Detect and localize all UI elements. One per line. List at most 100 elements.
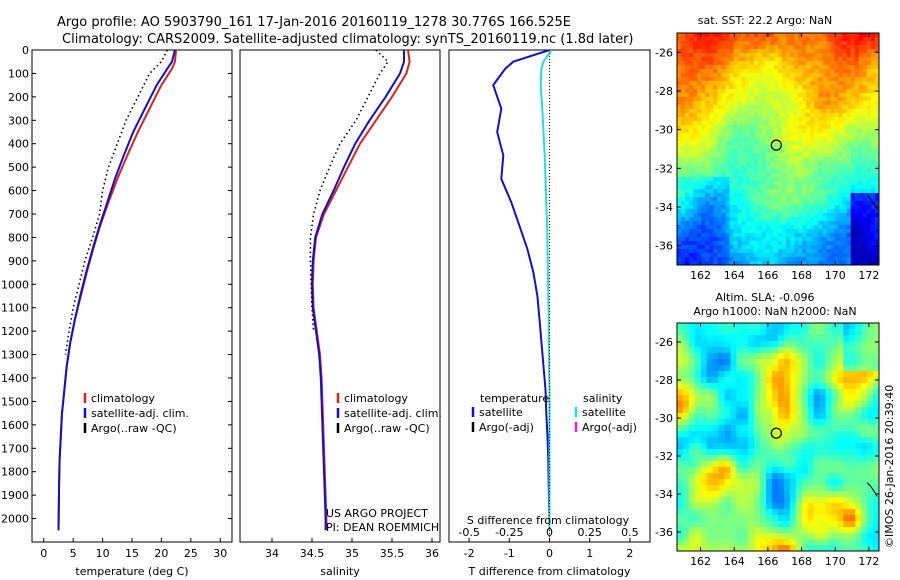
map-cell — [766, 443, 773, 450]
map-cell — [789, 413, 797, 420]
map-cell — [778, 105, 783, 110]
map-cell — [737, 193, 743, 198]
map-cell — [689, 149, 694, 154]
map-cell — [769, 93, 775, 98]
map-cell — [765, 137, 771, 142]
map-cell — [721, 133, 727, 138]
map-cell — [826, 121, 832, 126]
map-cell — [825, 341, 833, 348]
map-cell — [693, 241, 698, 246]
map-cell — [802, 197, 807, 202]
map-cell — [870, 189, 876, 194]
map-cell — [685, 105, 690, 110]
map-cell — [717, 105, 723, 110]
map-cell — [858, 245, 864, 250]
map-cell — [753, 233, 759, 238]
map-cell — [701, 181, 706, 186]
map-cell — [790, 193, 795, 198]
map-cell — [873, 425, 879, 432]
map-cell — [807, 425, 815, 432]
map-cell — [802, 97, 807, 102]
map-cell — [701, 225, 706, 230]
map-cell — [813, 407, 821, 414]
map-cell — [842, 209, 848, 214]
map-cell — [733, 185, 739, 190]
map-cell — [794, 229, 799, 234]
map-cell — [721, 233, 727, 238]
map-cell — [794, 97, 799, 102]
map-cell — [814, 157, 819, 162]
map-cell — [866, 37, 872, 42]
map-cell — [760, 329, 767, 336]
map-cell — [741, 229, 747, 234]
map-cell — [866, 229, 872, 234]
map-cell — [761, 157, 767, 162]
map-cell — [806, 189, 811, 194]
map-cell — [794, 237, 799, 242]
map-cell — [874, 213, 879, 218]
map-cell — [846, 133, 852, 138]
map-cell — [843, 413, 850, 420]
map-cell — [717, 41, 723, 46]
map-cell — [837, 341, 844, 348]
map-cell — [724, 533, 732, 540]
map-cell — [778, 407, 785, 414]
map-cell — [773, 177, 779, 182]
map-cell — [724, 359, 732, 366]
map-cell — [725, 249, 731, 254]
map-cell — [807, 539, 815, 546]
map-cell — [773, 185, 779, 190]
map-cell — [742, 527, 749, 534]
map-cell — [766, 407, 773, 414]
map-cell — [705, 241, 710, 246]
map-cell — [713, 237, 718, 242]
map-cell — [681, 261, 686, 265]
map-cell — [706, 497, 714, 504]
map-cell — [697, 89, 702, 94]
map-cell — [849, 539, 856, 546]
map-cell — [838, 121, 844, 126]
map-cell — [813, 485, 821, 492]
map-cell — [745, 41, 751, 46]
y-tick-label: 1000 — [1, 278, 29, 291]
map-cell — [861, 515, 868, 522]
map-cell — [769, 249, 775, 254]
map-cell — [760, 491, 767, 498]
map-cell — [819, 353, 827, 360]
map-cell — [681, 41, 686, 46]
map-cell — [862, 177, 868, 182]
map-cell — [783, 431, 791, 438]
map-cell — [748, 395, 755, 402]
map-cell — [867, 377, 874, 384]
map-cell — [718, 473, 726, 480]
map-cell — [742, 353, 749, 360]
map-cell — [802, 261, 807, 265]
map-cell — [689, 173, 694, 178]
map-cell — [700, 431, 708, 438]
map-cell — [761, 65, 767, 70]
map-cell — [822, 117, 828, 122]
map-cell — [846, 53, 852, 58]
map-cell — [709, 237, 714, 242]
x-tick-label: 166 — [757, 269, 778, 282]
map-cell — [778, 37, 783, 42]
map-cell — [701, 65, 706, 70]
map-cell — [850, 49, 856, 54]
map-cell — [748, 491, 755, 498]
map-cell — [757, 221, 763, 226]
map-cell — [705, 189, 710, 194]
map-cell — [677, 467, 684, 474]
s-axis-label: S difference from climatology — [467, 514, 630, 527]
map-cell — [772, 359, 779, 366]
map-cell — [790, 209, 795, 214]
map-cell — [786, 181, 791, 186]
map-cell — [681, 189, 686, 194]
map-cell — [685, 93, 690, 98]
map-cell — [749, 233, 755, 238]
map-cell — [778, 49, 783, 54]
map-cell — [842, 61, 848, 66]
map-cell — [810, 81, 815, 86]
map-cell — [717, 89, 723, 94]
map-cell — [725, 61, 731, 66]
map-cell — [849, 467, 856, 474]
